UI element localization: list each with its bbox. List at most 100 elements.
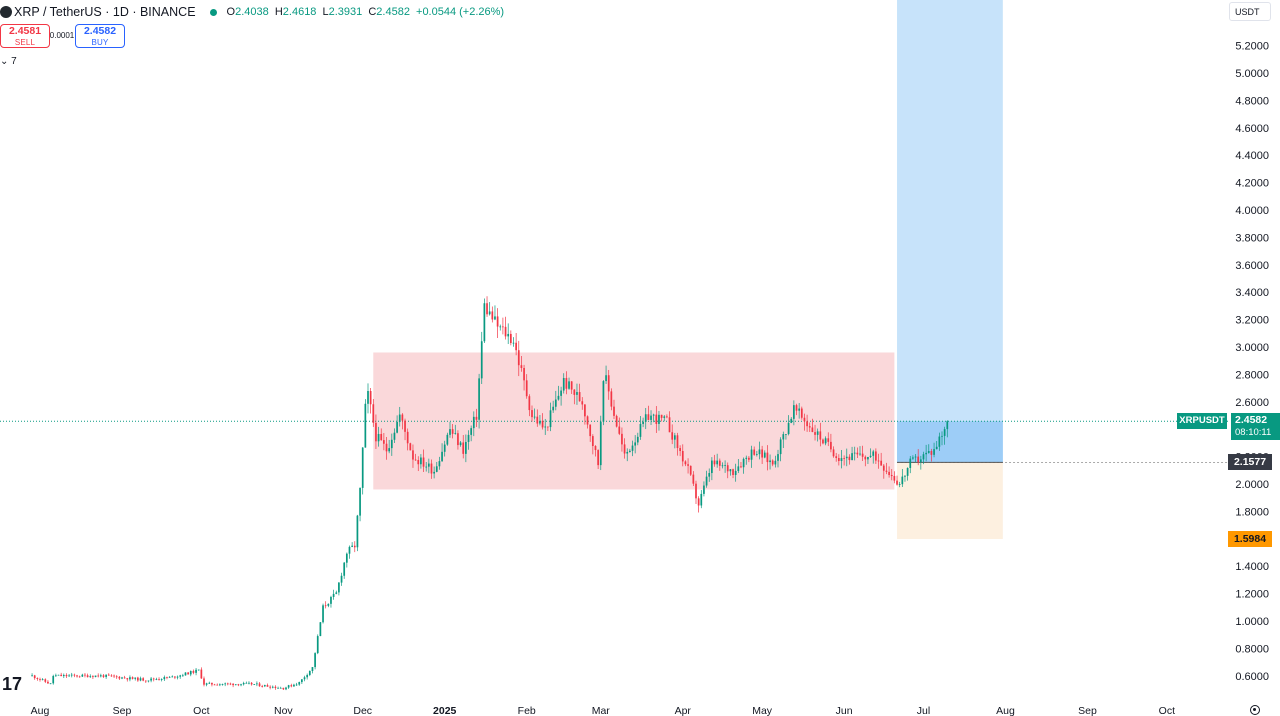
market-status-dot[interactable] [209,8,217,16]
candle-body [644,414,647,422]
candle-body [568,381,570,389]
candle-body [615,415,618,427]
candle-body [578,392,581,402]
candle-body [401,414,404,421]
candle-body [594,446,597,451]
y-tick-label: 2.8000 [1235,369,1269,381]
indicators-toggle[interactable]: ⌄ 7 [0,55,18,69]
candle-body [800,408,803,418]
candle-body [39,679,41,680]
candle-body [274,686,277,689]
candle-body [224,683,227,685]
candle-body [830,441,832,450]
candle-body [383,440,385,444]
candle-body [443,444,446,452]
candle-body [515,342,517,351]
low-value: 2.3931 [328,6,363,18]
candle-body [576,392,578,395]
current-price-value: 2.4582 [1235,414,1268,426]
candle-body [356,515,359,548]
candle-body [671,432,674,440]
candle-body [721,465,724,467]
sell-label: SELL [14,38,36,47]
settings-icon[interactable] [1250,705,1260,715]
candle-body [467,434,470,442]
candle-body [541,420,544,428]
candle-body [729,469,732,472]
candle-body [290,685,293,687]
candle-body [47,681,49,684]
position-risk-zone [897,462,1003,540]
candle-body [314,653,316,668]
candle-body [782,434,785,440]
candle-body [308,671,311,675]
buy-button[interactable]: 2.4582 BUY [75,24,125,48]
candle-body [774,460,777,465]
candle-body [793,405,795,419]
candle-body [755,454,758,455]
x-tick-label: May [752,705,773,716]
candle-body [499,326,502,328]
y-tick-label: 4.0000 [1235,205,1269,217]
candle-body [234,684,237,686]
candle-body [86,675,89,678]
candle-body [462,442,465,454]
candle-body [536,416,539,424]
candle-body [737,466,740,471]
candle-body [827,438,830,442]
currency-selector[interactable]: USDT [1229,2,1271,21]
candle-body [89,676,92,678]
candle-body [451,429,454,434]
candle-body [478,378,480,420]
candle-body [446,434,449,445]
candle-body [137,677,139,681]
candle-body [486,303,488,315]
candle-body [221,684,224,685]
candle-body [385,443,388,452]
candle-body [144,680,147,682]
candle-body [454,433,457,435]
open-value: 2.4038 [235,6,269,18]
candle-body [293,684,295,687]
candle-body [480,341,483,379]
candle-body [256,683,258,685]
candle-body [62,674,65,677]
buy-price: 2.4582 [83,25,117,37]
candle-body [652,414,655,416]
candle-body [70,674,73,676]
candle-body [938,436,941,447]
close-value: 2.4582 [376,6,410,18]
symbol-title[interactable]: XRP / TetherUS · 1D · BINANCE [14,5,196,19]
y-tick-label: 2.0000 [1235,479,1269,491]
candle-body [435,466,438,472]
candle-body [922,454,925,460]
candle-body [472,416,475,429]
candle-body [372,404,375,423]
candle-body [906,467,909,476]
candle-body [565,378,568,389]
candle-body [470,428,473,435]
candle-body [295,684,298,686]
candle-body [131,677,134,679]
candle-body [872,451,875,456]
candle-body [52,675,55,684]
candle-body [816,431,819,435]
candle-body [562,378,565,391]
candle-body [753,449,756,455]
candle-body [412,450,414,460]
candle-body [808,426,811,428]
candle-body [613,406,615,416]
candle-body [150,678,152,681]
candle-body [129,677,131,680]
y-tick-label: 5.2000 [1235,41,1269,53]
sell-button[interactable]: 2.4581 SELL [0,24,50,48]
candle-body [676,435,679,449]
x-tick-label: Sep [113,705,132,716]
candle-body [544,426,547,428]
candle-body [158,679,160,680]
tradingview-logo: 17 [2,674,22,694]
candle-body [155,679,158,680]
candle-body [306,674,309,678]
candle-body [750,449,753,460]
